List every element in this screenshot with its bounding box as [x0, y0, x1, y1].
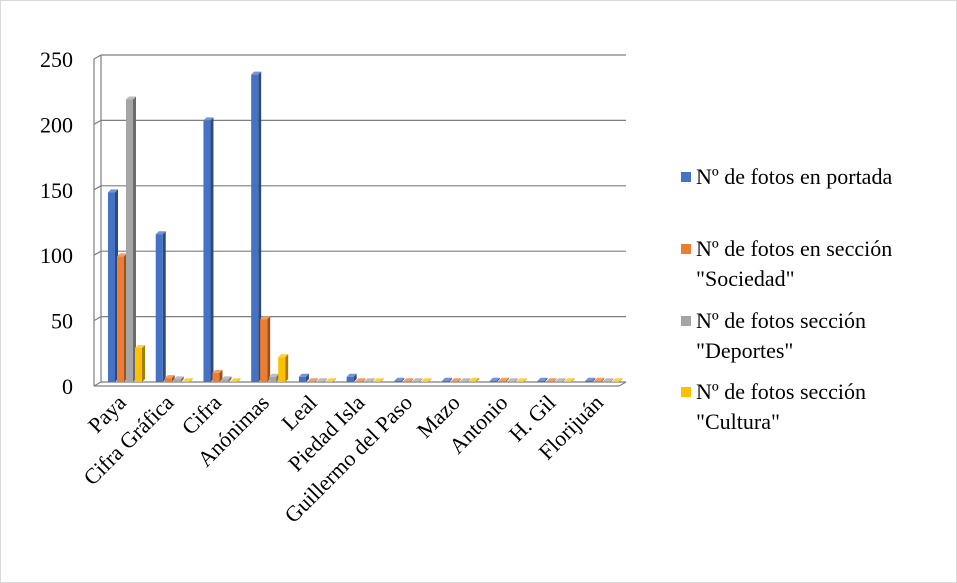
bar-cifra-series-2	[212, 369, 223, 382]
bar-antonio-series-4	[516, 378, 527, 382]
bar-floriju-n-series-3	[603, 378, 614, 382]
bar-antonio-series-3	[507, 378, 518, 382]
bar-h-gil-series-3	[555, 378, 566, 382]
legend: Nº de fotos en portada Nº de fotos en sec…	[681, 164, 892, 434]
bar-leal-series-2	[307, 378, 318, 382]
bar-an-nimas-series-4	[278, 354, 289, 382]
legend-item-4: Nº de fotos sección "Cultura"	[681, 379, 866, 434]
legend-label: Nº de fotos en portada	[696, 164, 892, 189]
gridline-depth-250	[93, 54, 102, 60]
bar-floriju-n-series-1	[585, 377, 596, 382]
gridline-depth-0	[93, 381, 102, 387]
y-tick-label-100: 100	[40, 243, 73, 268]
bar-h-gil-series-4	[564, 378, 575, 382]
bar-mazo-series-1	[442, 377, 453, 382]
y-tick-label-200: 200	[40, 112, 73, 137]
gridline-depth-200	[93, 119, 102, 125]
legend-label: Nº de fotos sección "Deportes"	[696, 308, 866, 363]
gridline-depth-100	[93, 250, 102, 256]
legend-swatch	[681, 244, 691, 254]
bar-antonio-series-2	[498, 377, 509, 382]
y-tick-labels: 0 50 100 150 200 250	[40, 47, 73, 399]
bar-paya-series-4	[135, 344, 145, 382]
y-tick-label-50: 50	[51, 309, 73, 334]
bar-cifra-gr-fica-series-3	[173, 376, 184, 382]
bar-paya-series-2	[117, 253, 127, 382]
bar-an-nimas-series-1	[251, 71, 262, 383]
floor-right-edge	[618, 381, 627, 387]
bar-floriju-n-series-4	[612, 378, 623, 382]
bar-piedad-isla-series-4	[373, 378, 384, 382]
bar-an-nimas-series-2	[260, 316, 271, 382]
bar-leal-series-3	[316, 378, 327, 382]
bar-cifra-gr-fica-series-4	[182, 378, 193, 382]
axes	[93, 55, 627, 387]
legend-label: Nº de fotos sección "Cultura"	[696, 379, 866, 434]
legend-swatch	[681, 316, 691, 326]
bar-floriju-n-series-2	[594, 377, 605, 382]
bar-antonio-series-1	[489, 377, 500, 382]
bar-an-nimas-series-3	[269, 373, 280, 382]
bar-guillermo-del-paso-series-1	[394, 377, 405, 382]
bar-mazo-series-3	[460, 378, 471, 382]
y-tick-label-150: 150	[40, 178, 73, 203]
bar-cifra-series-1	[203, 117, 214, 383]
legend-swatch	[681, 387, 691, 397]
bar-paya-series-3	[126, 96, 136, 383]
gridline-depth-150	[93, 185, 102, 191]
gridlines	[93, 54, 626, 387]
bar-paya-series-1	[108, 189, 118, 382]
bar-cifra-gr-fica-series-2	[164, 375, 175, 382]
bar-leal-series-4	[325, 378, 336, 382]
bar-mazo-series-2	[451, 378, 462, 382]
bar-h-gil-series-2	[546, 378, 557, 382]
bar-mazo-series-4	[469, 377, 480, 382]
gridline-depth-50	[93, 316, 102, 322]
x-tick-label-cifra-gr-fica: Cifra Gráfica	[78, 390, 178, 490]
bars	[108, 71, 623, 383]
bar-h-gil-series-1	[537, 377, 548, 382]
bar-cifra-gr-fica-series-1	[155, 231, 166, 382]
bar-cifra-series-4	[230, 378, 241, 382]
bar-guillermo-del-paso-series-4	[421, 378, 432, 382]
y-tick-label-250: 250	[40, 47, 73, 72]
legend-label: Nº de fotos en sección "Sociedad"	[696, 236, 892, 291]
legend-item-2: Nº de fotos en sección "Sociedad"	[681, 236, 892, 291]
bar-piedad-isla-series-3	[364, 378, 375, 382]
legend-item-3: Nº de fotos sección "Deportes"	[681, 308, 866, 363]
legend-item-1: Nº de fotos en portada	[681, 164, 892, 189]
y-tick-label-0: 0	[62, 374, 73, 399]
bar-cifra-series-3	[221, 376, 232, 382]
bar-piedad-isla-series-2	[355, 378, 366, 382]
bar-guillermo-del-paso-series-2	[403, 378, 414, 382]
bar-piedad-isla-series-1	[346, 373, 357, 382]
bar-guillermo-del-paso-series-3	[412, 378, 423, 382]
bar-leal-series-1	[298, 373, 309, 382]
legend-swatch	[681, 172, 691, 182]
